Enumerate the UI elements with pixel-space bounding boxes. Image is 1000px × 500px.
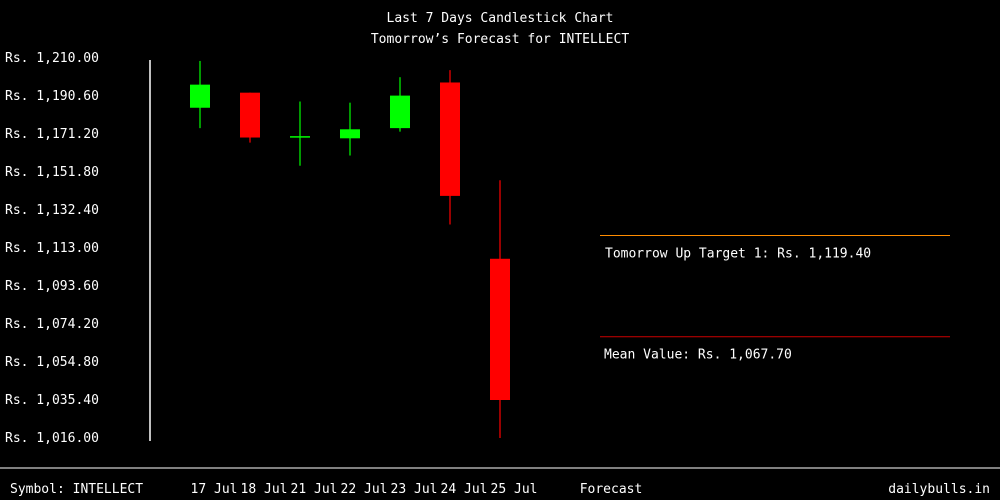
y-tick-label: Rs. 1,074.20 (5, 317, 99, 332)
x-tick-label: 23 Jul (391, 482, 438, 497)
candle (190, 60, 210, 129)
candle (340, 102, 360, 156)
candle-body (490, 258, 510, 400)
y-tick-label: Rs. 1,093.60 (5, 279, 99, 294)
y-tick-label: Rs. 1,054.80 (5, 355, 99, 370)
x-tick-label: 22 Jul (341, 482, 388, 497)
candle-body (290, 136, 310, 138)
candle-body (440, 82, 460, 196)
candle (490, 180, 510, 438)
candle-body (240, 92, 260, 138)
candle (390, 77, 410, 132)
candle-body (340, 129, 360, 139)
y-tick-label: Rs. 1,016.00 (5, 431, 99, 446)
x-tick-label: 21 Jul (291, 482, 338, 497)
y-axis: Rs. 1,210.00 Rs. 1,190.60 Rs. 1,171.20 Rs. … (5, 51, 99, 446)
candle-body (190, 84, 210, 108)
x-tick-label: 24 Jul (441, 482, 488, 497)
y-tick-label: Rs. 1,171.20 (5, 127, 99, 142)
x-tick-label: 25 Jul (491, 482, 538, 497)
forecast-group: Tomorrow Up Target 1: Rs. 1,119.40 Mean V… (600, 234, 950, 363)
y-tick-label: Rs. 1,151.80 (5, 165, 99, 180)
symbol-label: Symbol: INTELLECT (10, 482, 143, 497)
candles-group (190, 60, 510, 438)
y-tick-label: Rs. 1,132.40 (5, 203, 99, 218)
y-tick-label: Rs. 1,113.00 (5, 241, 99, 256)
candle (290, 101, 310, 166)
mean-value-label: Mean Value: Rs. 1,067.70 (604, 348, 792, 363)
chart-title: Last 7 Days Candlestick Chart (387, 11, 614, 26)
candle (240, 92, 260, 143)
y-tick-label: Rs. 1,190.60 (5, 89, 99, 104)
candle-body (390, 95, 410, 129)
x-tick-label: 17 Jul (191, 482, 238, 497)
chart-subtitle: Tomorrow’s Forecast for INTELLECT (371, 32, 629, 47)
x-axis: 17 Jul 18 Jul 21 Jul 22 Jul 23 Jul 24 Jul 25 J… (191, 482, 538, 497)
y-tick-label: Rs. 1,210.00 (5, 51, 99, 66)
y-tick-label: Rs. 1,035.40 (5, 393, 99, 408)
forecast-column-label: Forecast (580, 482, 643, 497)
up-target-label: Tomorrow Up Target 1: Rs. 1,119.40 (605, 246, 871, 261)
x-tick-label: 18 Jul (241, 482, 288, 497)
candle (440, 70, 460, 225)
brand-label: dailybulls.in (888, 482, 990, 497)
